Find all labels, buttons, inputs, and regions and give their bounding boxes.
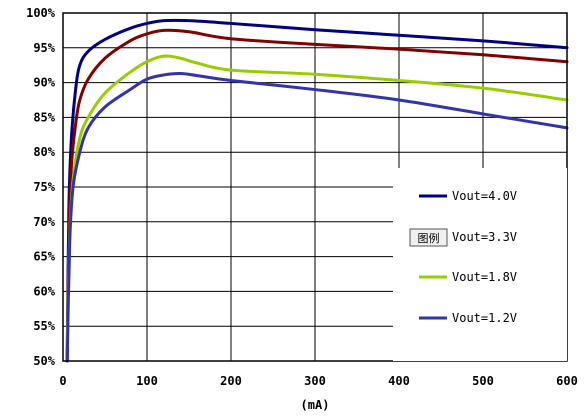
y-tick-label: 100% [26, 6, 56, 20]
x-tick-label: 500 [472, 374, 494, 388]
legend: Vout=4.0V Vout=3.3V Vout=1.8V Vout=1.2V 图例 [393, 168, 567, 361]
x-axis-label: (mA) [301, 398, 330, 412]
legend-label-2: Vout=3.3V [452, 230, 517, 244]
legend-tag-box [409, 228, 448, 247]
series-line-1 [65, 18, 569, 363]
legend-label-1: Vout=4.0V [452, 189, 517, 203]
series-line-4 [65, 72, 569, 363]
legend-label-4: Vout=1.2V [452, 311, 517, 325]
y-tick-label: 50% [33, 354, 55, 368]
x-tick-label: 600 [556, 374, 578, 388]
series-line-3 [65, 54, 569, 349]
x-tick-label: 0 [59, 374, 66, 388]
legend-box [393, 168, 567, 361]
series-lines [65, 18, 569, 363]
legend-label-3: Vout=1.8V [452, 270, 517, 284]
series-line-2 [65, 28, 569, 363]
x-tick-label: 400 [388, 374, 410, 388]
y-tick-label: 85% [33, 110, 55, 124]
y-tick-label: 80% [33, 145, 55, 159]
axis-ticks: 0 100 200 300 400 500 600 50% 55% 60% 65% 70% 75% 80%… [26, 6, 578, 388]
x-tick-label: 100 [136, 374, 158, 388]
legend-tag-label: 图例 [418, 231, 440, 245]
x-tick-label: 200 [220, 374, 242, 388]
y-tick-label: 75% [33, 180, 55, 194]
y-tick-label: 95% [33, 41, 55, 55]
y-tick-label: 65% [33, 250, 55, 264]
y-tick-label: 70% [33, 215, 55, 229]
y-tick-label: 90% [33, 76, 55, 90]
x-tick-label: 300 [304, 374, 326, 388]
y-tick-label: 60% [33, 284, 55, 298]
y-tick-label: 55% [33, 319, 55, 333]
